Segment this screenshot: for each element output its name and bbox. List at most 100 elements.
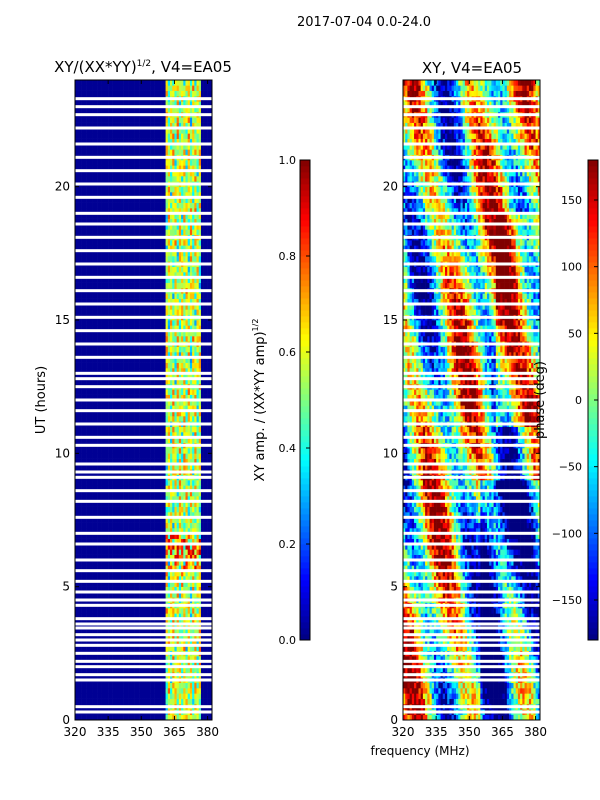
heatmap-cell bbox=[194, 336, 197, 342]
heatmap-cell bbox=[139, 528, 142, 534]
heatmap-cell bbox=[185, 586, 188, 593]
heatmap-cell bbox=[174, 426, 177, 433]
heatmap-cell bbox=[132, 693, 135, 699]
heatmap-cell bbox=[103, 485, 107, 491]
heatmap-cell bbox=[112, 517, 116, 523]
heatmap-cell bbox=[161, 634, 164, 641]
heatmap-cell bbox=[165, 362, 169, 369]
heatmap-cell bbox=[92, 368, 96, 374]
heatmap-cell bbox=[77, 586, 80, 593]
heatmap-cell bbox=[192, 357, 195, 363]
heatmap-cell bbox=[143, 496, 147, 502]
heatmap-cell bbox=[101, 373, 105, 379]
heatmap-cell bbox=[154, 656, 158, 662]
heatmap-cell bbox=[75, 357, 78, 363]
heatmap-cell bbox=[119, 405, 122, 411]
heatmap-cell bbox=[163, 357, 166, 363]
heatmap-cell bbox=[130, 325, 133, 331]
heatmap-cell bbox=[105, 501, 109, 507]
heatmap-cell bbox=[185, 570, 188, 577]
heatmap-cell bbox=[125, 432, 129, 438]
heatmap-cell bbox=[147, 645, 151, 651]
heatmap-cell bbox=[189, 346, 193, 353]
heatmap-cell bbox=[143, 560, 147, 566]
heatmap-cell bbox=[141, 554, 144, 561]
heatmap-cell bbox=[189, 592, 193, 598]
heatmap-cell bbox=[101, 538, 105, 545]
heatmap-cell bbox=[141, 544, 144, 550]
heatmap-cell bbox=[108, 613, 111, 619]
heatmap-cell bbox=[81, 405, 85, 411]
heatmap-cell bbox=[172, 634, 175, 641]
heatmap-cell bbox=[200, 698, 204, 705]
heatmap-cell bbox=[86, 485, 89, 491]
heatmap-cell bbox=[185, 389, 188, 395]
heatmap-cell bbox=[156, 320, 160, 326]
heatmap-cell bbox=[167, 714, 171, 721]
heatmap-cell bbox=[114, 538, 118, 545]
heatmap-cell bbox=[75, 458, 78, 465]
heatmap-cell bbox=[154, 458, 158, 465]
heatmap-cell bbox=[167, 528, 171, 534]
heatmap-cell bbox=[181, 506, 184, 513]
heatmap-cell bbox=[94, 661, 98, 667]
heatmap-cell bbox=[167, 645, 171, 651]
heatmap-cell bbox=[103, 506, 107, 513]
heatmap-cell bbox=[172, 293, 175, 299]
heatmap-cell bbox=[116, 533, 120, 539]
heatmap-cell bbox=[185, 437, 188, 443]
heatmap-cell bbox=[163, 618, 166, 625]
heatmap-cell bbox=[116, 661, 120, 667]
heatmap-cell bbox=[192, 373, 195, 379]
heatmap-cell bbox=[121, 666, 124, 673]
heatmap-cell bbox=[141, 517, 144, 523]
heatmap-cell bbox=[119, 661, 122, 667]
heatmap-cell bbox=[139, 693, 142, 699]
heatmap-cell bbox=[200, 357, 204, 363]
heatmap-cell bbox=[119, 629, 122, 635]
heatmap-cell bbox=[170, 608, 173, 614]
heatmap-cell bbox=[123, 714, 127, 721]
heatmap-cell bbox=[79, 330, 82, 337]
heatmap-cell bbox=[181, 528, 184, 534]
heatmap-cell bbox=[134, 661, 138, 667]
heatmap-cell bbox=[192, 533, 195, 539]
heatmap-cell bbox=[158, 629, 162, 635]
heatmap-cell bbox=[167, 560, 171, 566]
heatmap-cell bbox=[170, 538, 173, 545]
heatmap-cell bbox=[196, 554, 200, 561]
heatmap-cell bbox=[105, 378, 109, 385]
heatmap-cell bbox=[207, 410, 211, 417]
heatmap-cell bbox=[145, 576, 149, 582]
heatmap-cell bbox=[97, 304, 100, 310]
heatmap-cell bbox=[150, 666, 153, 673]
heatmap-cell bbox=[170, 714, 173, 721]
heatmap-cell bbox=[209, 426, 213, 433]
heatmap-cell bbox=[108, 698, 111, 705]
heatmap-cell bbox=[196, 613, 200, 619]
heatmap-cell bbox=[108, 304, 111, 310]
heatmap-cell bbox=[112, 538, 116, 545]
heatmap-cell bbox=[130, 346, 133, 353]
heatmap-cell bbox=[163, 293, 166, 299]
heatmap-cell bbox=[167, 416, 171, 422]
heatmap-cell bbox=[196, 309, 200, 315]
heatmap-cell bbox=[147, 565, 151, 571]
heatmap-cell bbox=[181, 410, 184, 417]
heatmap-cell bbox=[92, 293, 96, 299]
heatmap-cell bbox=[178, 320, 182, 326]
heatmap-cell bbox=[143, 592, 147, 598]
heatmap-cell bbox=[123, 405, 127, 411]
heatmap-cell bbox=[152, 410, 155, 417]
heatmap-cell bbox=[94, 362, 98, 369]
heatmap-cell bbox=[75, 528, 78, 534]
heatmap-cell bbox=[112, 608, 116, 614]
heatmap-cell bbox=[136, 517, 140, 523]
heatmap-cell bbox=[163, 394, 166, 401]
heatmap-cell bbox=[101, 570, 105, 577]
heatmap-cell bbox=[187, 394, 191, 401]
heatmap-cell bbox=[101, 496, 105, 502]
heatmap-cell bbox=[103, 698, 107, 705]
heatmap-cell bbox=[81, 613, 85, 619]
heatmap-cell bbox=[172, 400, 175, 406]
